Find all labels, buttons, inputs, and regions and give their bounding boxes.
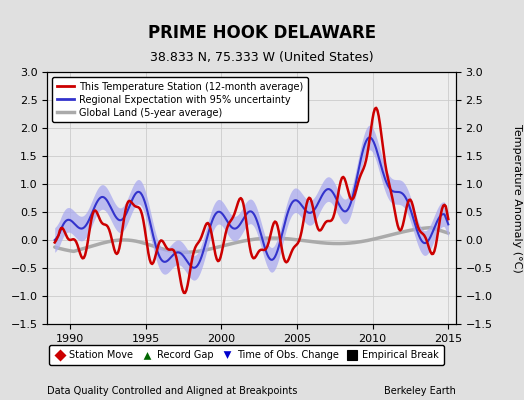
Text: Berkeley Earth: Berkeley Earth [384, 386, 456, 396]
Text: PRIME HOOK DELAWARE: PRIME HOOK DELAWARE [148, 24, 376, 42]
Text: Data Quality Controlled and Aligned at Breakpoints: Data Quality Controlled and Aligned at B… [47, 386, 298, 396]
Legend: Station Move, Record Gap, Time of Obs. Change, Empirical Break: Station Move, Record Gap, Time of Obs. C… [49, 346, 443, 365]
Text: 38.833 N, 75.333 W (United States): 38.833 N, 75.333 W (United States) [150, 51, 374, 64]
Legend: This Temperature Station (12-month average), Regional Expectation with 95% uncer: This Temperature Station (12-month avera… [52, 77, 308, 122]
Y-axis label: Temperature Anomaly (°C): Temperature Anomaly (°C) [512, 124, 522, 272]
